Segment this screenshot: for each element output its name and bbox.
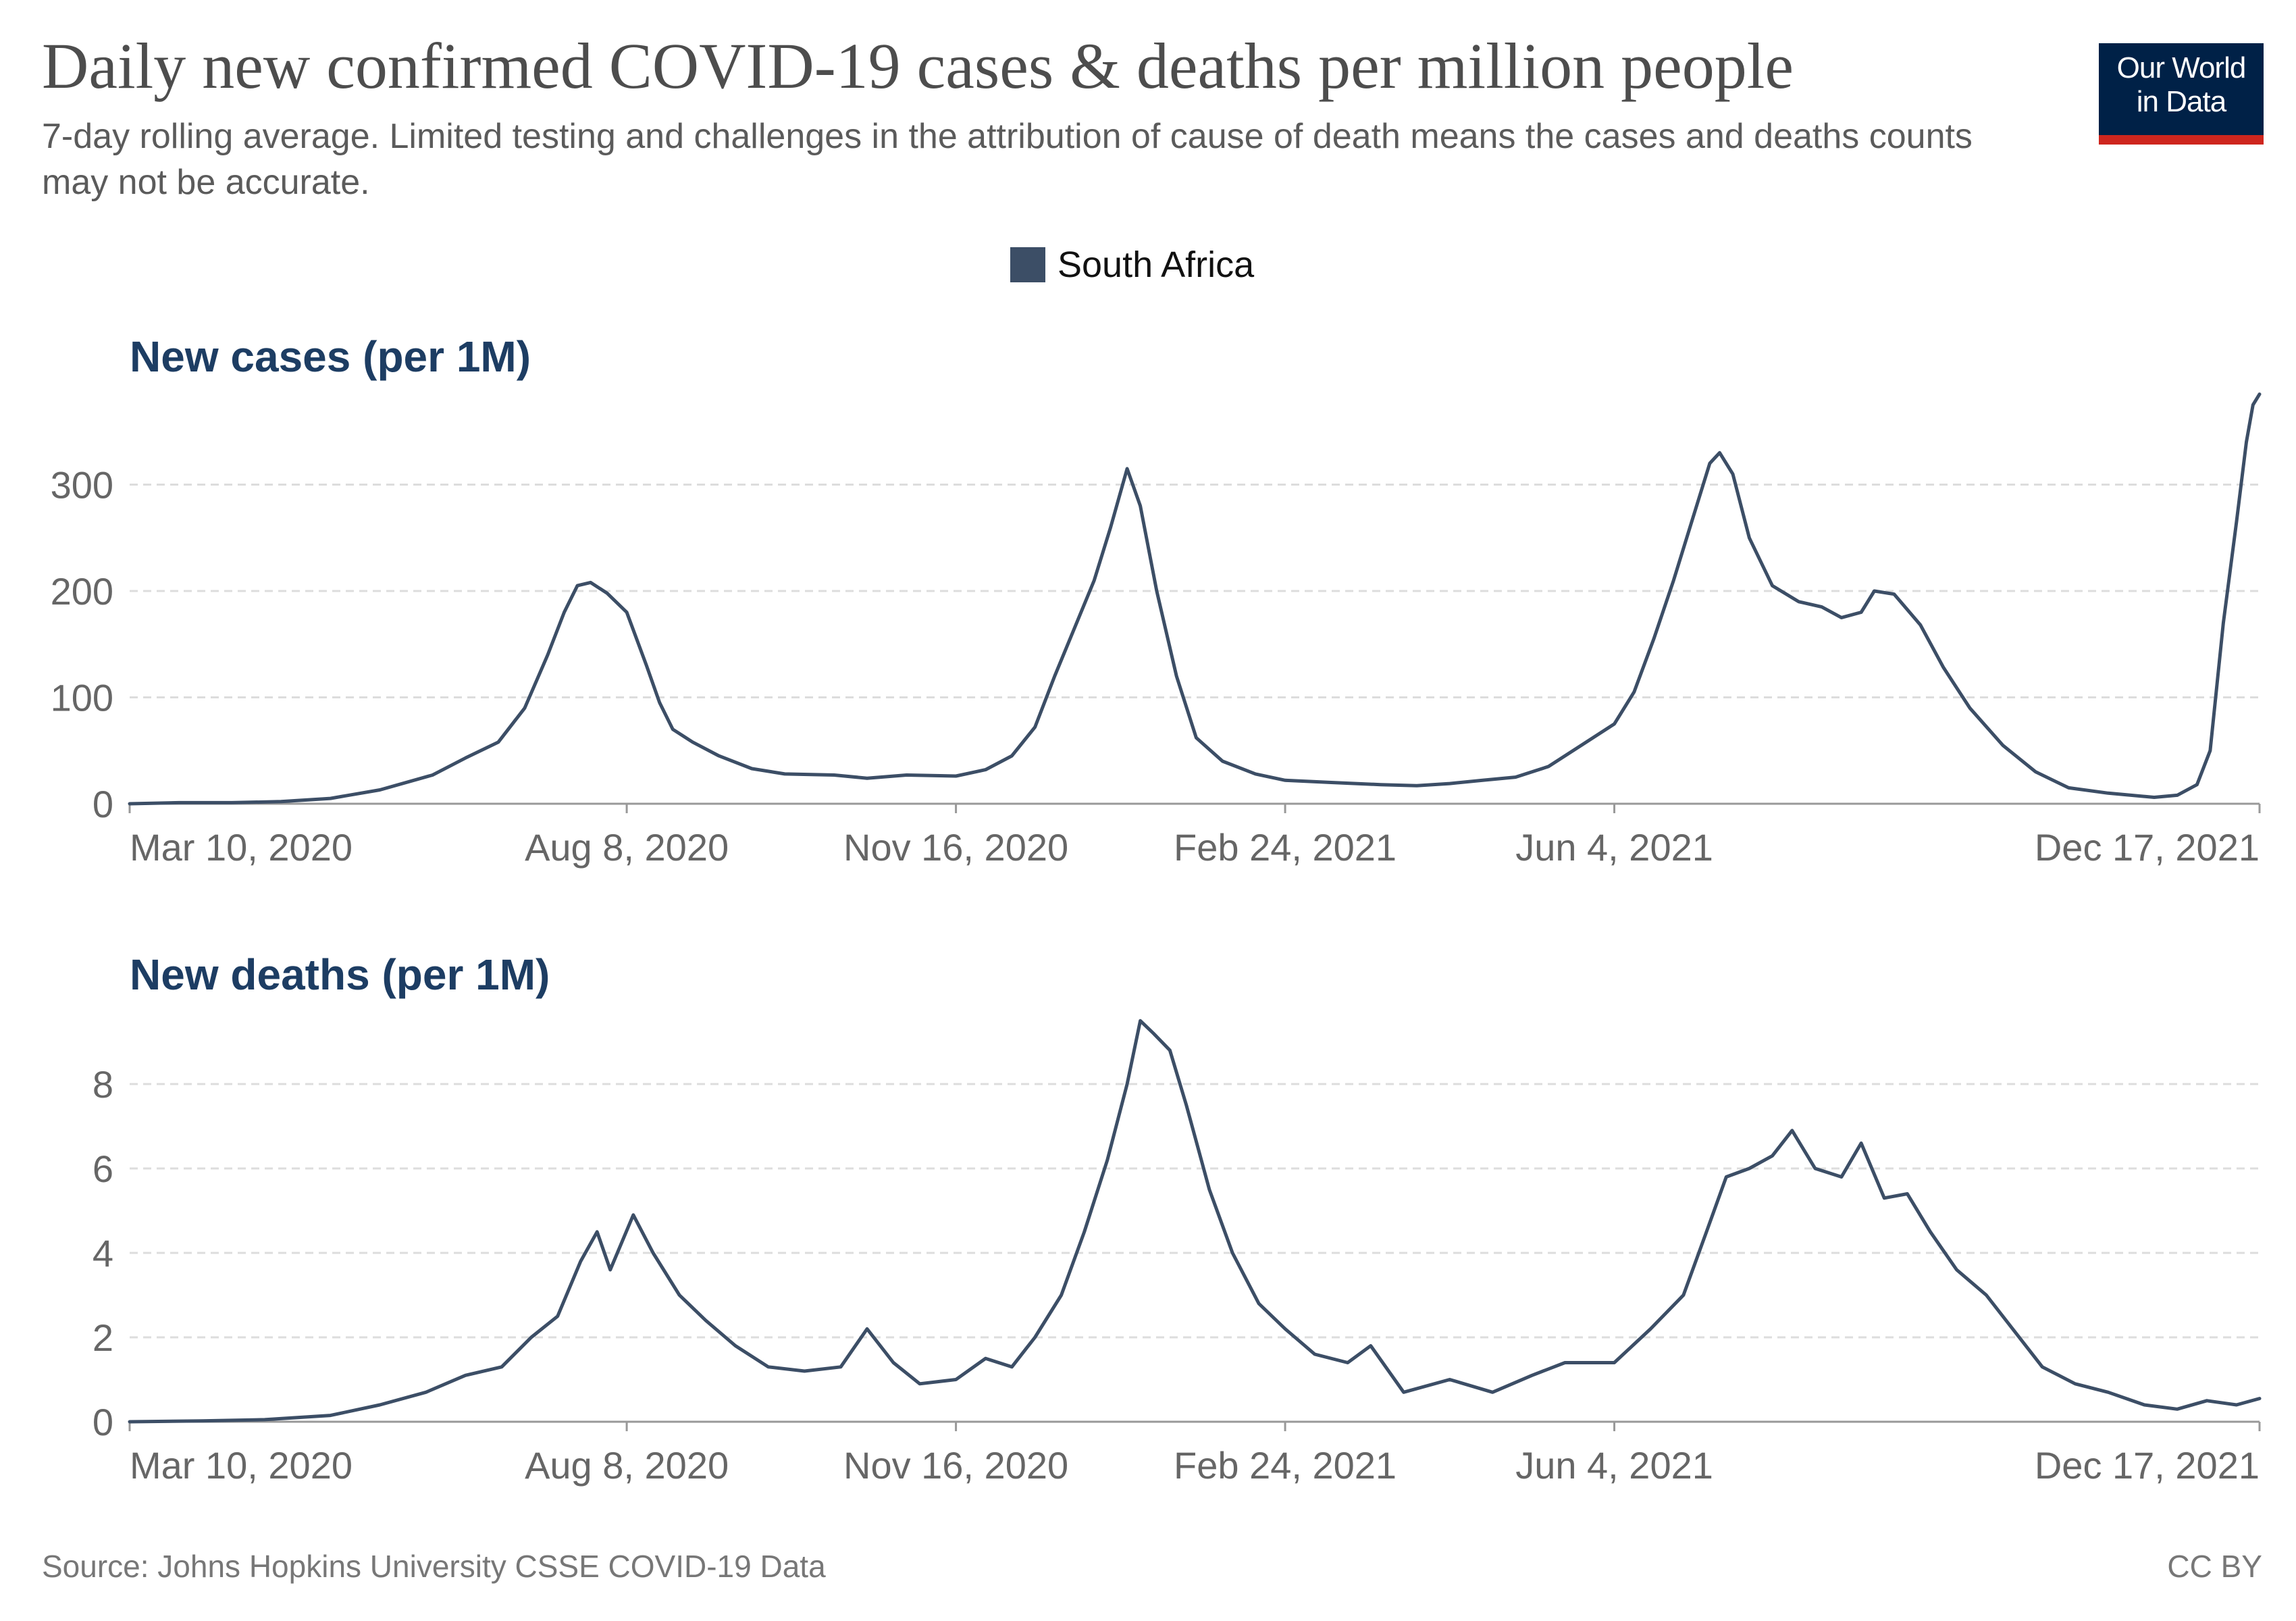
- chart-subtitle: 7-day rolling average. Limited testing a…: [42, 117, 1973, 202]
- x-tick-label: Jun 4, 2021: [1515, 1444, 1713, 1487]
- owid-logo[interactable]: Our World in Data: [2099, 43, 2264, 145]
- panel-title: New cases (per 1M): [130, 332, 531, 381]
- x-tick-label: Nov 16, 2020: [843, 1444, 1068, 1487]
- logo-line-1: Our World: [2116, 51, 2247, 84]
- x-tick-label: Aug 8, 2020: [525, 1444, 729, 1487]
- x-tick-label: Jun 4, 2021: [1515, 826, 1713, 869]
- x-tick-label: Feb 24, 2021: [1174, 826, 1397, 869]
- y-tick-label: 300: [51, 464, 113, 507]
- x-tick-label: Mar 10, 2020: [130, 826, 353, 869]
- source-note[interactable]: Source: Johns Hopkins University CSSE CO…: [42, 1549, 826, 1584]
- legend-label: South Africa: [1058, 245, 1255, 285]
- logo-line-2: in Data: [2136, 85, 2226, 118]
- series-line-south-africa: [128, 392, 2262, 806]
- series-line-south-africa: [128, 1019, 2262, 1424]
- y-tick-label: 8: [93, 1063, 113, 1106]
- panel-title: New deaths (per 1M): [130, 950, 550, 999]
- x-tick-label: Dec 17, 2021: [2035, 826, 2260, 869]
- chart-title: Daily new confirmed COVID-19 cases & dea…: [42, 30, 1794, 102]
- legend-swatch: [1010, 247, 1045, 282]
- chart-canvas: New cases (per 1M) 0 100 200 300 Mar 10, 2020…: [51, 332, 2262, 1487]
- y-tick-label: 100: [51, 677, 113, 719]
- y-tick-label: 2: [93, 1316, 113, 1359]
- y-tick-label: 0: [93, 1401, 113, 1443]
- x-tick-label: Aug 8, 2020: [525, 826, 729, 869]
- y-tick-label: 4: [93, 1232, 113, 1275]
- license-note[interactable]: CC BY: [2167, 1549, 2262, 1584]
- x-tick-label: Dec 17, 2021: [2035, 1444, 2260, 1487]
- y-tick-label: 0: [93, 783, 113, 825]
- x-tick-label: Feb 24, 2021: [1174, 1444, 1397, 1487]
- x-tick-label: Mar 10, 2020: [130, 1444, 353, 1487]
- legend[interactable]: South Africa: [1010, 245, 1254, 285]
- y-tick-label: 6: [93, 1148, 113, 1190]
- y-tick-label: 200: [51, 570, 113, 613]
- x-tick-label: Nov 16, 2020: [843, 826, 1068, 869]
